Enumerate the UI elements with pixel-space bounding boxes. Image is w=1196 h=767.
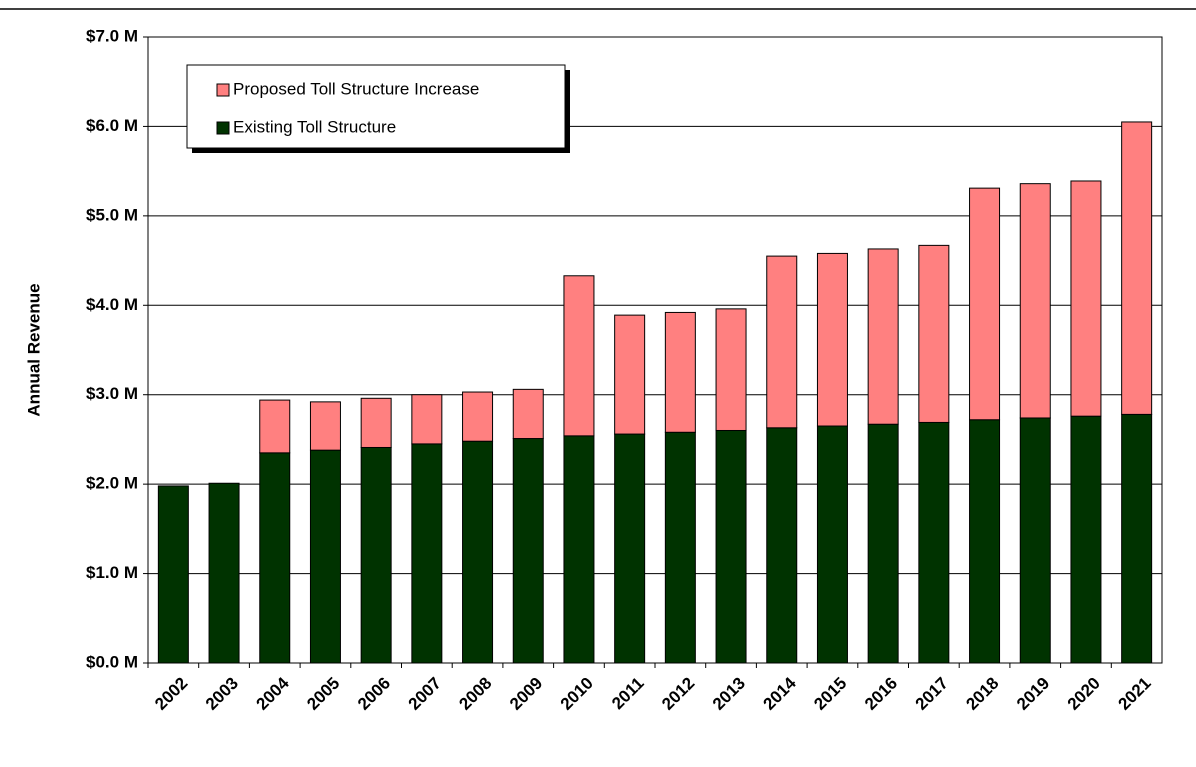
bar-segment [1121, 413, 1153, 664]
y-tick-label: $1.0 M [86, 563, 138, 582]
legend-label: Existing Toll Structure [233, 117, 396, 136]
y-tick-label: $4.0 M [86, 295, 138, 314]
bar-segment [309, 449, 341, 664]
x-tick-label: 2017 [912, 674, 952, 714]
x-tick-label: 2002 [151, 674, 191, 714]
bar-segment [867, 423, 899, 664]
y-tick-label: $7.0 M [86, 26, 138, 45]
bar-segment [1019, 183, 1051, 419]
bar-segment [664, 431, 696, 664]
bar-segment [259, 399, 291, 454]
legend-box [186, 64, 566, 149]
x-tick-label: 2006 [354, 674, 394, 714]
x-tick-label: 2018 [962, 674, 1002, 714]
y-axis-title: Annual Revenue [24, 283, 43, 416]
bar-segment [969, 187, 1001, 421]
bar-segment [411, 394, 443, 445]
x-tick-label: 2014 [760, 673, 801, 714]
x-tick-label: 2016 [861, 674, 901, 714]
bar-segment [259, 452, 291, 664]
y-tick-label: $6.0 M [86, 116, 138, 135]
bar-segment [563, 275, 595, 437]
x-tick-label: 2021 [1114, 674, 1154, 714]
x-tick-label: 2009 [506, 674, 546, 714]
bar-segment [715, 429, 747, 664]
bar-segment [1070, 180, 1102, 417]
bar-segment [462, 440, 494, 664]
x-tick-label: 2004 [253, 673, 294, 714]
bar-segment [360, 397, 392, 448]
legend-swatch [216, 121, 230, 135]
x-tick-label: 2005 [303, 674, 343, 714]
bar-segment [766, 255, 798, 429]
x-tick-label: 2003 [202, 674, 242, 714]
y-tick-label: $0.0 M [86, 652, 138, 671]
bar-segment [208, 482, 240, 664]
bar-segment [664, 311, 696, 433]
bar-segment [1019, 417, 1051, 664]
y-tick-label: $5.0 M [86, 205, 138, 224]
bar-segment [614, 314, 646, 435]
y-tick-label: $2.0 M [86, 474, 138, 493]
bar-segment [715, 308, 747, 431]
bar-segment [918, 244, 950, 423]
bar-segment [766, 427, 798, 664]
bar-segment [918, 421, 950, 664]
y-tick-label: $3.0 M [86, 384, 138, 403]
x-tick-label: 2013 [709, 674, 749, 714]
x-tick-label: 2020 [1064, 674, 1104, 714]
bar-segment [969, 419, 1001, 664]
bar-segment [614, 433, 646, 664]
bar-segment [1121, 121, 1153, 415]
bar-segment [816, 425, 848, 664]
bar-segment [157, 485, 189, 664]
bar-segment [816, 252, 848, 427]
bar-segment [563, 435, 595, 664]
x-tick-label: 2019 [1013, 674, 1053, 714]
x-tick-label: 2010 [557, 674, 597, 714]
x-tick-label: 2012 [658, 674, 698, 714]
bar-segment [512, 388, 544, 440]
bar-segment [411, 443, 443, 664]
legend-label: Proposed Toll Structure Increase [233, 79, 479, 98]
x-tick-label: 2011 [608, 674, 648, 714]
x-tick-label: 2008 [455, 674, 495, 714]
bar-segment [360, 446, 392, 664]
bar-segment [867, 248, 899, 425]
bar-segment [1070, 415, 1102, 664]
x-tick-label: 2007 [405, 674, 445, 714]
x-tick-label: 2015 [810, 674, 850, 714]
bar-segment [462, 391, 494, 442]
bar-segment [512, 438, 544, 664]
bar-segment [309, 401, 341, 451]
legend-swatch [216, 83, 230, 97]
